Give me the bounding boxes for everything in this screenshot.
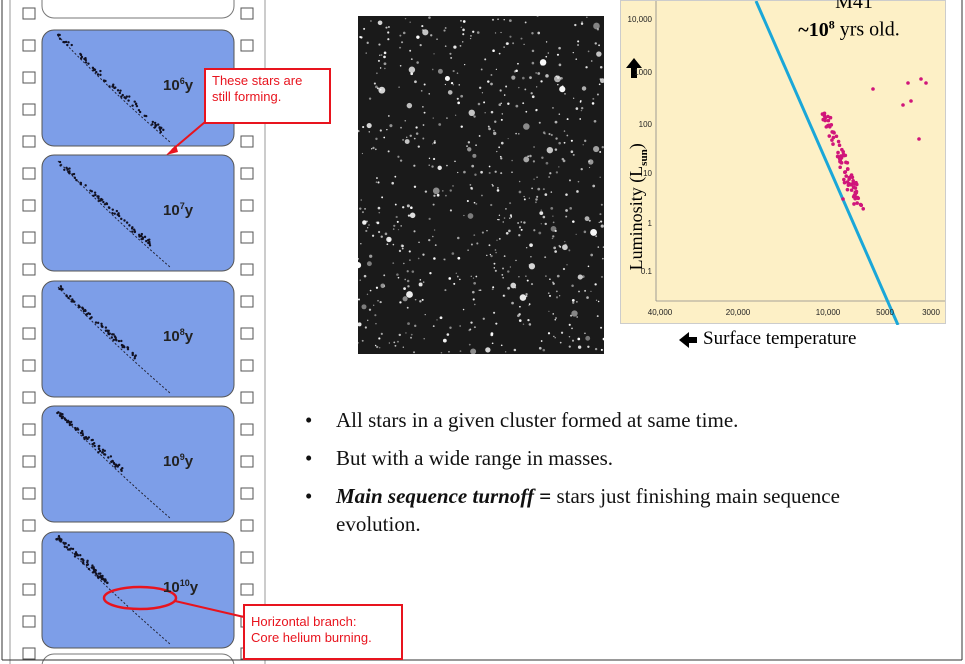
x-tick-label: 20,000 <box>718 308 758 317</box>
y-tick-label: 1 <box>622 219 652 228</box>
panel-label-part: 10 <box>163 579 180 596</box>
y-tick-label: 10 <box>622 169 652 178</box>
x-tick-label: 5000 <box>865 308 905 317</box>
panel-label-part: 10 <box>163 328 180 345</box>
y-tick-label: 0.1 <box>622 267 652 276</box>
y-tick-label: 1000 <box>622 68 652 77</box>
x-tick-label: 40,000 <box>640 308 680 317</box>
panel-label: 106y <box>163 76 193 94</box>
panel-label-part: 10 <box>163 77 180 94</box>
callout-line: still forming. <box>212 89 323 105</box>
y-tick-label: 100 <box>622 120 652 129</box>
callout-line: These stars are <box>212 73 323 89</box>
panel-label-part: y <box>190 579 198 596</box>
panel-label-part: 10 <box>163 202 180 219</box>
x-tick-label: 3000 <box>911 308 951 317</box>
panel-label: 1010y <box>163 578 198 596</box>
x-tick-label: 10,000 <box>808 308 848 317</box>
panel-label-part: 10 <box>180 578 190 588</box>
callout-line: Core helium burning. <box>251 630 395 646</box>
panel-label: 109y <box>163 452 193 470</box>
y-tick-label: 10,000 <box>622 15 652 24</box>
slide: M41 ~108 yrs old. Luminosity (Lsun) Surf… <box>0 0 965 664</box>
panel-label-part: y <box>185 453 193 470</box>
annotations <box>0 0 965 664</box>
callout-line: Horizontal branch: <box>251 614 395 630</box>
panel-label-part: y <box>185 77 193 94</box>
callout-horizontal: Horizontal branch: Core helium burning. <box>243 604 403 660</box>
callout-forming: These stars are still forming. <box>204 68 331 124</box>
panel-label: 107y <box>163 201 193 219</box>
panel-label: 108y <box>163 327 193 345</box>
panel-label-part: 10 <box>163 453 180 470</box>
panel-label-part: y <box>185 202 193 219</box>
panel-label-part: y <box>185 328 193 345</box>
